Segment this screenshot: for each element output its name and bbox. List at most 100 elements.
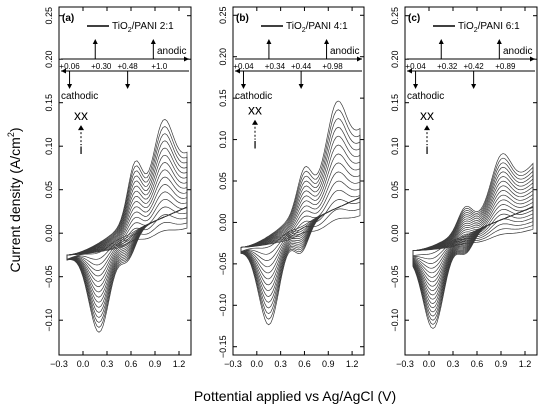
- x-tick-label: 1.2: [173, 359, 186, 369]
- y-tick-label: 0.00: [218, 214, 228, 232]
- x-tick-label: −0.3: [224, 359, 242, 369]
- cathodic-arrowhead: [61, 68, 66, 74]
- panel-c: −0.3 0.0 0.3 0.6 0.9 1.2 −0.10 −0.05 0.00 0.05 0.1…: [390, 6, 538, 369]
- cv-cycle-curve: [66, 133, 188, 323]
- legend-label: TiO2/PANI 4:1: [286, 21, 348, 34]
- y-tick-label: 0.00: [44, 224, 54, 242]
- cathodic-label: cathodic: [235, 91, 272, 102]
- cycle-count-label: xx: [420, 107, 434, 123]
- cycle-index-label: i: [253, 136, 256, 152]
- peak-potential-label: +0.34: [265, 62, 286, 71]
- anodic-peak-arrowhead: [92, 39, 98, 44]
- legend-label-main: TiO: [286, 21, 302, 32]
- x-tick-label: 1.2: [346, 359, 359, 369]
- y-tick-label: 0.15: [218, 89, 228, 107]
- peak-potential-label: +0.32: [437, 62, 458, 71]
- cv-cycle-curve: [240, 189, 361, 268]
- cv-cycle-curve: [240, 171, 361, 280]
- anodic-peak-arrowhead: [438, 39, 444, 44]
- panels: −0.3 0.0 0.3 0.6 0.9 1.2 −0.10 −0.05 0.00 0.05 0.1…: [44, 6, 538, 369]
- x-tick-label: 0.9: [322, 359, 335, 369]
- plot-frame: [404, 6, 538, 356]
- cycle-direction-arrowhead: [424, 125, 430, 131]
- x-tick-label: 0.6: [298, 359, 311, 369]
- y-tick-label: 0.20: [44, 50, 54, 68]
- x-tick-label: 0.9: [495, 359, 508, 369]
- plot-frame: [58, 6, 192, 356]
- x-tick-label: 0.0: [423, 359, 436, 369]
- legend-label-main: TiO: [112, 21, 128, 32]
- legend-label-rest: /PANI 6:1: [478, 21, 520, 32]
- x-tick-label: 1.2: [519, 359, 532, 369]
- cathodic-peak-arrowhead: [298, 84, 304, 89]
- peak-potential-label: +0.04: [405, 62, 426, 71]
- peak-potential-label: +0.98: [322, 62, 343, 71]
- legend-label-rest: /PANI 4:1: [306, 21, 348, 32]
- x-tick-label: 0.3: [274, 359, 287, 369]
- anodic-label: anodic: [503, 46, 532, 57]
- y-tick-label: 0.10: [218, 131, 228, 149]
- anodic-arrowhead: [530, 56, 535, 62]
- y-tick-label: −0.10: [44, 309, 54, 332]
- anodic-peak-arrowhead: [496, 39, 502, 44]
- y-tick-label: 0.25: [44, 7, 54, 25]
- cycle-index-label: i: [425, 141, 428, 157]
- legend-label: TiO2/PANI 6:1: [458, 21, 520, 34]
- anodic-arrowhead: [184, 56, 189, 62]
- cathodic-peak-arrowhead: [413, 84, 419, 89]
- x-axis-title: Pottential applied vs Ag/AgCl (V): [194, 388, 396, 404]
- cathodic-peak-arrowhead: [125, 84, 131, 89]
- y-tick-label: 0.00: [390, 224, 400, 242]
- peak-potential-label: +0.48: [118, 62, 139, 71]
- cycle-direction-arrowhead: [252, 119, 258, 125]
- anodic-label: anodic: [157, 46, 186, 57]
- x-tick-label: −0.3: [50, 359, 68, 369]
- peak-potential-label: +0.30: [91, 62, 112, 71]
- y-tick-label: −0.10: [390, 309, 400, 332]
- panel-a: −0.3 0.0 0.3 0.6 0.9 1.2 −0.10 −0.05 0.00 0.05 0.1…: [44, 6, 192, 369]
- anodic-arrowhead: [357, 56, 362, 62]
- y-tick-label: 0.05: [44, 181, 54, 199]
- panel-label: (b): [236, 13, 249, 24]
- x-tick-label: 0.0: [251, 359, 264, 369]
- y-axis-title-end: ): [7, 127, 23, 132]
- x-tick-label: 0.3: [447, 359, 460, 369]
- peak-potential-label: +0.44: [291, 62, 312, 71]
- x-tick-label: −0.3: [396, 359, 414, 369]
- y-tick-label: 0.20: [218, 48, 228, 66]
- y-tick-label: 0.25: [218, 7, 228, 25]
- anodic-label: anodic: [330, 46, 359, 57]
- y-tick-label: 0.10: [44, 137, 54, 155]
- peak-potential-label: +0.42: [464, 62, 485, 71]
- y-tick-label: 0.10: [390, 137, 400, 155]
- x-tick-label: 0.6: [125, 359, 138, 369]
- peak-potential-label: +0.06: [59, 62, 80, 71]
- x-tick-label: 0.0: [77, 359, 90, 369]
- cathodic-peak-arrowhead: [240, 84, 246, 89]
- panel-b: −0.3 0.0 0.3 0.6 0.9 1.2 −0.15 −0.10 −0.05 0.00 0.…: [218, 6, 365, 369]
- cathodic-arrowhead: [235, 68, 240, 74]
- y-tick-label: −0.05: [44, 265, 54, 288]
- anodic-peak-arrowhead: [266, 39, 272, 44]
- cycle-count-label: xx: [248, 102, 262, 118]
- y-tick-label: 0.05: [390, 181, 400, 199]
- x-tick-label: 0.9: [149, 359, 162, 369]
- cathodic-label: cathodic: [407, 91, 444, 102]
- cycle-index-label: i: [79, 141, 82, 157]
- panel-label: (a): [62, 13, 74, 24]
- x-tick-label: 0.6: [471, 359, 484, 369]
- cathodic-peak-arrowhead: [67, 84, 73, 89]
- y-tick-label: −0.05: [390, 265, 400, 288]
- legend-label-main: TiO: [458, 21, 474, 32]
- y-tick-label: 0.25: [390, 7, 400, 25]
- cv-cycle-curve: [412, 153, 534, 329]
- y-tick-label: 0.05: [218, 172, 228, 190]
- x-tick-label: 0.3: [101, 359, 114, 369]
- legend-label-rest: /PANI 2:1: [132, 21, 174, 32]
- cathodic-arrowhead: [407, 68, 412, 74]
- peak-potential-label: +1.0: [151, 62, 167, 71]
- y-tick-label: 0.15: [390, 94, 400, 112]
- y-tick-label: −0.10: [218, 294, 228, 317]
- legend-label: TiO2/PANI 2:1: [112, 21, 174, 34]
